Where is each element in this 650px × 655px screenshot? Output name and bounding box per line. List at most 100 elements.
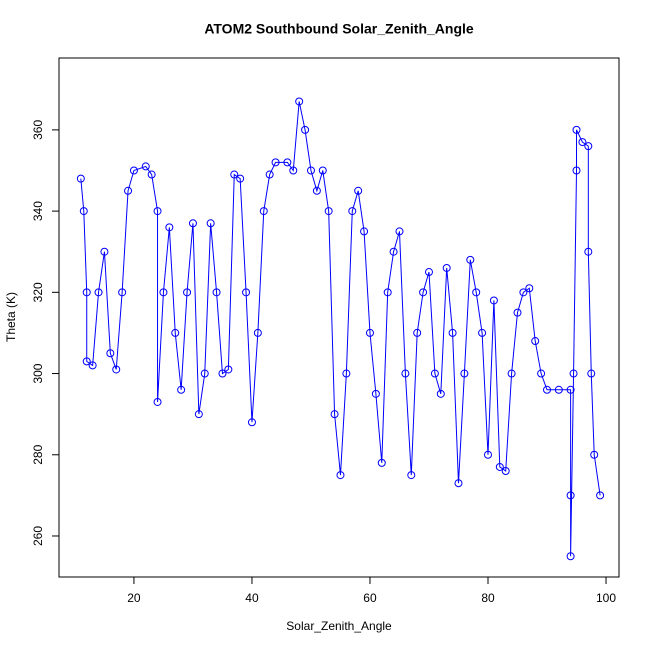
point: [554, 385, 563, 394]
y-tick-label: 340: [31, 201, 45, 221]
point: [153, 397, 162, 406]
point: [430, 369, 439, 378]
plot-frame: [58, 57, 620, 578]
point: [483, 450, 492, 459]
point: [472, 288, 481, 297]
point: [478, 328, 487, 337]
point: [454, 479, 463, 488]
y-tick-label: 320: [31, 282, 45, 302]
point: [525, 284, 534, 293]
point: [348, 207, 357, 216]
point: [306, 166, 315, 175]
point: [543, 385, 552, 394]
x-tick-label: 40: [245, 591, 259, 605]
point: [572, 166, 581, 175]
x-axis-label: Solar_Zenith_Angle: [286, 619, 392, 633]
x-tick-label: 80: [481, 591, 495, 605]
point: [566, 552, 575, 561]
point: [124, 186, 133, 195]
point: [224, 365, 233, 374]
point: [507, 369, 516, 378]
point: [159, 288, 168, 297]
point: [118, 288, 127, 297]
point: [106, 349, 115, 358]
point: [242, 288, 251, 297]
point: [88, 361, 97, 370]
point: [153, 207, 162, 216]
point: [295, 97, 304, 106]
point: [82, 357, 91, 366]
y-tick-label: 280: [31, 444, 45, 464]
point: [236, 174, 245, 183]
point: [537, 369, 546, 378]
point: [212, 288, 221, 297]
point: [424, 268, 433, 277]
point: [79, 207, 88, 216]
point: [590, 450, 599, 459]
point: [141, 162, 150, 171]
point: [389, 247, 398, 256]
point: [94, 288, 103, 297]
point: [259, 207, 268, 216]
point: [194, 410, 203, 419]
point: [489, 296, 498, 305]
point: [566, 385, 575, 394]
point: [596, 491, 605, 500]
point: [569, 369, 578, 378]
point: [584, 142, 593, 151]
point: [283, 158, 292, 167]
point: [200, 369, 209, 378]
point: [265, 170, 274, 179]
point: [318, 166, 327, 175]
point: [501, 467, 510, 476]
point: [578, 138, 587, 147]
point: [165, 223, 174, 232]
point: [466, 255, 475, 264]
point: [395, 227, 404, 236]
y-tick-label: 300: [31, 363, 45, 383]
trace-line: [80, 101, 601, 557]
y-tick-label: 260: [31, 526, 45, 546]
point: [330, 410, 339, 419]
point: [584, 247, 593, 256]
point: [531, 337, 540, 346]
point: [371, 389, 380, 398]
point: [247, 418, 256, 427]
point: [218, 369, 227, 378]
point: [324, 207, 333, 216]
point: [112, 365, 121, 374]
point: [336, 471, 345, 480]
chart-title: ATOM2 Southbound Solar_Zenith_Angle: [204, 21, 474, 37]
point: [572, 125, 581, 134]
point: [230, 170, 239, 179]
point: [448, 328, 457, 337]
point: [377, 458, 386, 467]
point: [513, 308, 522, 317]
point: [177, 385, 186, 394]
point: [206, 219, 215, 228]
x-tick-label: 100: [596, 591, 616, 605]
point: [413, 328, 422, 337]
point: [383, 288, 392, 297]
x-tick-label: 20: [127, 591, 141, 605]
point: [442, 263, 451, 272]
point: [100, 247, 109, 256]
point: [253, 328, 262, 337]
point: [183, 288, 192, 297]
point: [460, 369, 469, 378]
point: [360, 227, 369, 236]
point: [407, 471, 416, 480]
point: [566, 491, 575, 500]
x-tick-label: 60: [363, 591, 377, 605]
point: [436, 389, 445, 398]
point: [188, 219, 197, 228]
point: [301, 125, 310, 134]
point: [82, 288, 91, 297]
point: [419, 288, 428, 297]
point: [495, 462, 504, 471]
point: [171, 328, 180, 337]
point: [342, 369, 351, 378]
point: [129, 166, 138, 175]
